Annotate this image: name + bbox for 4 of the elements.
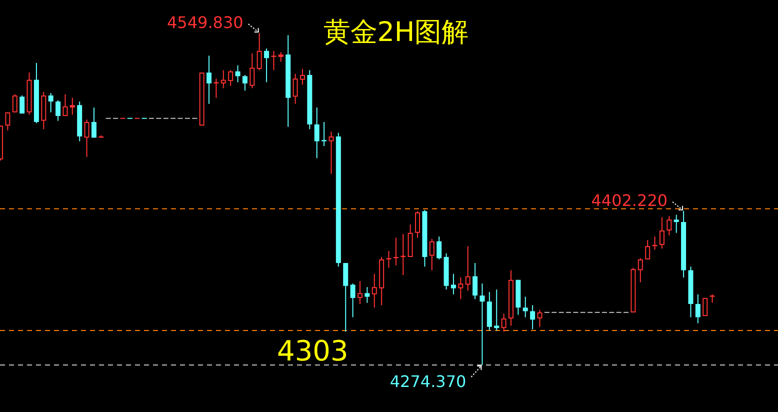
title: 黄金2H图解 [323,17,469,48]
annotation: 4549.830 [167,13,244,32]
annotation: 4274.370 [390,372,466,391]
annotation: 4402.220 [591,190,668,210]
